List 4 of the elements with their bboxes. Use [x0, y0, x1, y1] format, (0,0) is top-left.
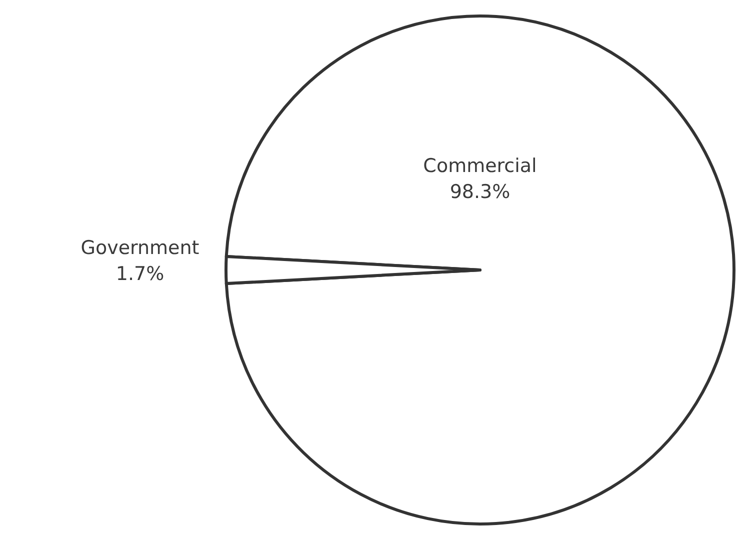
data-label: 98.3% [450, 181, 510, 203]
slice-label: Government [80, 237, 200, 259]
data-label: 1.7% [116, 263, 164, 285]
slice-label: Commercial [423, 155, 537, 177]
